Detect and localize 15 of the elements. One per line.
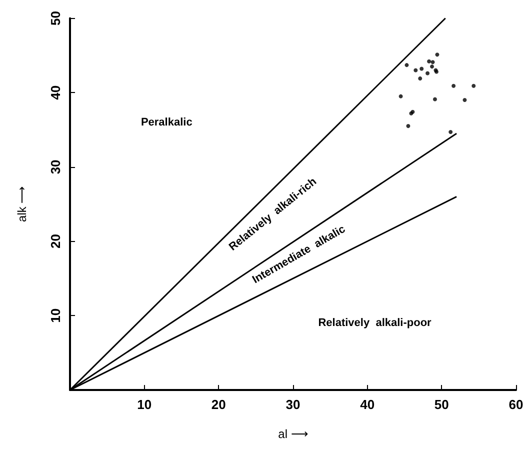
x-tick-label: 10 [137,397,152,412]
x-tick-label: 20 [211,397,226,412]
annotation: Peralkalic [140,116,192,128]
y-tick-label: 20 [48,234,63,249]
x-tick-label: 50 [434,397,449,412]
y-tick-label: 10 [48,308,63,323]
x-tick-label: 40 [360,397,375,412]
y-tick-label: 50 [48,10,63,26]
annotation: Relatively alkali-poor [318,317,432,330]
x-tick-label: 30 [286,397,300,412]
y-tick-label: 30 [48,160,63,174]
x-axis-title: al ⟶ [278,427,308,441]
x-tick-label: 60 [508,397,524,412]
y-tick-label: 40 [48,85,63,100]
y-axis-title: alk ⟶ [15,186,29,222]
